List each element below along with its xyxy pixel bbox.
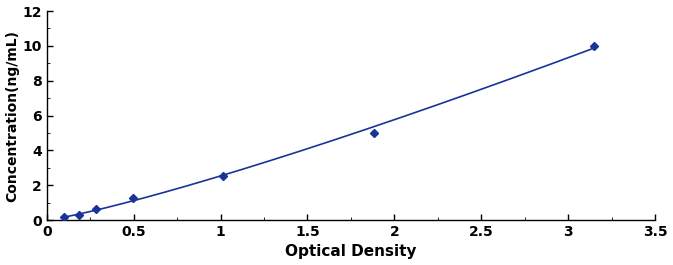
X-axis label: Optical Density: Optical Density [285, 244, 417, 259]
Y-axis label: Concentration(ng/mL): Concentration(ng/mL) [5, 29, 20, 202]
